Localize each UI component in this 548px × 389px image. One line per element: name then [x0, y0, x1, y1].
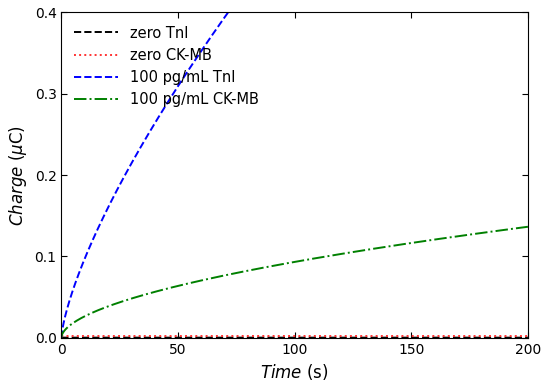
zero CK-MB [465, 334, 472, 338]
X-axis label: $\mathit{Time}$ (s): $\mathit{Time}$ (s) [260, 362, 329, 382]
100 pg/mL CK-MB [524, 224, 531, 229]
100 pg/mL TnI [111, 193, 118, 197]
100 pg/mL CK-MB [465, 232, 472, 237]
zero TnI [58, 335, 65, 340]
100 pg/mL CK-MB [139, 293, 146, 298]
100 pg/mL CK-MB [257, 266, 264, 270]
zero TnI [257, 335, 264, 340]
100 pg/mL CK-MB [58, 335, 65, 340]
Line: 100 pg/mL CK-MB: 100 pg/mL CK-MB [61, 227, 528, 338]
zero TnI [139, 335, 146, 340]
100 pg/mL TnI [58, 335, 65, 340]
100 pg/mL CK-MB [111, 302, 118, 307]
100 pg/mL TnI [139, 142, 146, 147]
100 pg/mL CK-MB [237, 270, 243, 275]
zero CK-MB [111, 334, 118, 338]
Y-axis label: $\mathit{Charge}$ ($\mu$C): $\mathit{Charge}$ ($\mu$C) [7, 124, 29, 226]
zero TnI [111, 335, 118, 340]
zero CK-MB [58, 334, 65, 338]
zero CK-MB [257, 334, 264, 338]
zero CK-MB [516, 334, 522, 338]
zero CK-MB [237, 334, 243, 338]
zero TnI [516, 335, 522, 340]
zero CK-MB [139, 334, 146, 338]
zero CK-MB [524, 334, 531, 338]
Legend: zero TnI, zero CK-MB, 100 pg/mL TnI, 100 pg/mL CK-MB: zero TnI, zero CK-MB, 100 pg/mL TnI, 100… [68, 20, 265, 113]
Line: 100 pg/mL TnI: 100 pg/mL TnI [61, 0, 528, 338]
zero TnI [237, 335, 243, 340]
100 pg/mL CK-MB [516, 226, 522, 230]
zero TnI [465, 335, 472, 340]
zero TnI [524, 335, 531, 340]
